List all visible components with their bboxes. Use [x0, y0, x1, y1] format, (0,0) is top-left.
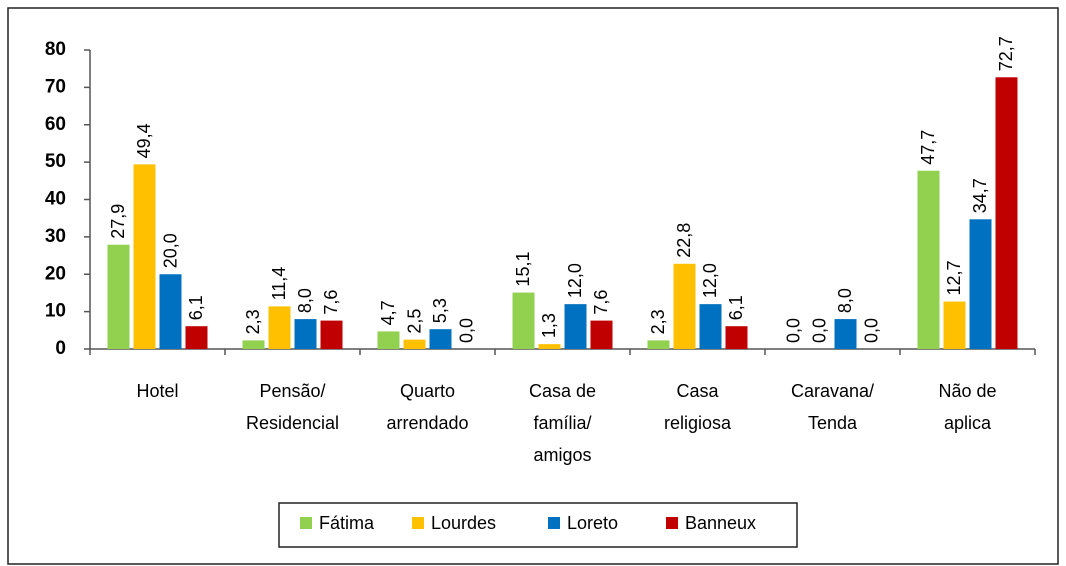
y-tick-label: 0	[55, 338, 66, 359]
value-label: 12,7	[944, 260, 964, 295]
bar	[969, 219, 992, 349]
legend-swatch	[666, 517, 678, 529]
legend-swatch	[300, 517, 312, 529]
value-label: 11,4	[269, 267, 289, 301]
bar	[917, 170, 940, 349]
bar	[538, 344, 561, 349]
value-label: 27,9	[108, 204, 128, 239]
y-tick-label: 80	[45, 39, 66, 60]
y-tick-label: 40	[45, 189, 66, 210]
value-label: 0,0	[456, 318, 476, 343]
legend-label: Lourdes	[431, 513, 496, 533]
x-tick-label: Hotel	[136, 381, 179, 401]
x-tick-label: Não de aplica	[938, 381, 997, 433]
bar	[647, 340, 670, 349]
value-label: 2,3	[243, 309, 263, 334]
value-label: 0,0	[861, 318, 881, 343]
value-label: 2,5	[404, 309, 424, 334]
legend-swatch	[548, 517, 560, 529]
legend-swatch	[412, 517, 424, 529]
value-label: 34,7	[970, 178, 990, 213]
bar	[564, 304, 587, 349]
x-tick-label: Caravana/ Tenda	[790, 381, 875, 433]
y-tick-label: 60	[45, 114, 66, 135]
bar	[943, 301, 966, 349]
bar	[133, 164, 156, 349]
bar	[294, 319, 317, 349]
frame-border	[7, 7, 1059, 565]
y-tick-label: 30	[45, 226, 66, 247]
x-tick-label: Quarto arrendado	[386, 381, 469, 433]
value-label: 2,3	[648, 309, 668, 334]
value-label: 47,7	[918, 130, 938, 165]
value-label: 8,0	[835, 288, 855, 313]
legend-label: Loreto	[567, 513, 618, 533]
bar	[242, 340, 265, 349]
bar	[699, 304, 722, 349]
x-tick-label: Casa religiosa	[663, 381, 732, 433]
bar	[403, 339, 426, 349]
bar	[590, 320, 613, 349]
legend-label: Fátima	[319, 513, 375, 533]
bar	[107, 244, 130, 349]
y-tick-label: 70	[45, 76, 66, 97]
bar	[834, 319, 857, 349]
bar	[320, 320, 343, 349]
legend-label: Banneux	[685, 513, 756, 533]
bar	[512, 292, 535, 349]
value-label: 49,4	[134, 123, 154, 158]
bar	[725, 326, 748, 349]
value-label: 22,8	[674, 223, 694, 258]
value-label: 0,0	[809, 318, 829, 343]
value-label: 7,6	[591, 290, 611, 315]
value-label: 6,1	[186, 295, 206, 320]
bar	[268, 306, 291, 349]
y-tick-label: 50	[45, 151, 66, 172]
value-label: 4,7	[378, 300, 398, 325]
value-label: 8,0	[295, 288, 315, 313]
legend-box	[278, 502, 798, 548]
bar	[377, 331, 400, 349]
bar	[429, 329, 452, 349]
bar	[995, 77, 1018, 349]
bar	[673, 263, 696, 349]
bar	[185, 326, 208, 349]
x-tick-label: Casa de família/ amigos	[528, 381, 597, 465]
x-tick-label: Pensão/ Residencial	[245, 381, 340, 433]
value-label: 20,0	[160, 233, 180, 268]
value-label: 5,3	[430, 298, 450, 323]
bar	[159, 274, 182, 349]
y-tick-label: 20	[45, 263, 66, 284]
value-label: 12,0	[565, 263, 585, 298]
value-label: 12,0	[700, 263, 720, 298]
value-label: 15,1	[513, 252, 533, 287]
value-label: 6,1	[726, 295, 746, 320]
value-label: 1,3	[539, 313, 559, 338]
y-tick-label: 10	[45, 301, 66, 322]
value-label: 7,6	[321, 290, 341, 315]
value-label: 72,7	[996, 36, 1016, 71]
value-label: 0,0	[783, 318, 803, 343]
